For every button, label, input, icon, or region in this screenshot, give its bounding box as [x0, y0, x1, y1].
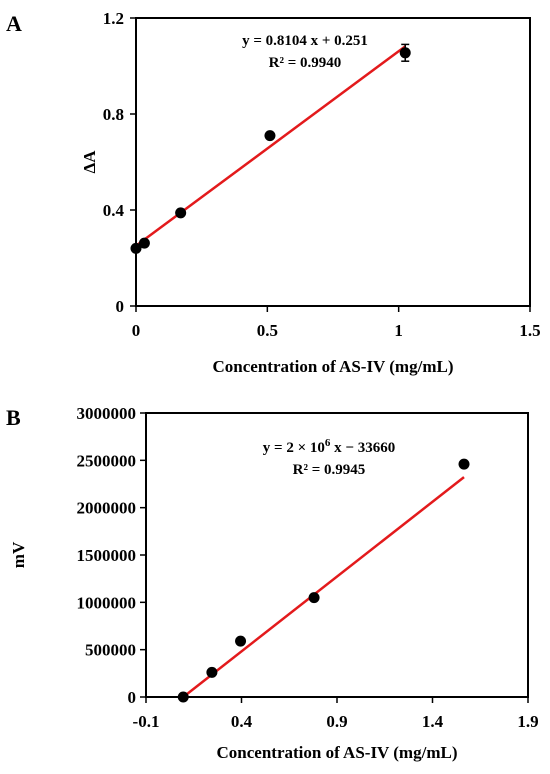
data-point [130, 242, 142, 254]
y-tick-label: 1500000 [77, 546, 137, 565]
x-tick-label: 0.9 [326, 712, 347, 731]
r-squared-a: R² = 0.9940 [269, 55, 342, 71]
x-tick-label: 1.4 [422, 712, 444, 731]
y-tick-label: 1.2 [103, 9, 124, 28]
equation-b-exponent: 6 [325, 437, 331, 449]
y-tick-label: 0.8 [103, 105, 124, 124]
x-axis-label-a: Concentration of AS-IV (mg/mL) [213, 357, 454, 376]
data-points-a [130, 43, 411, 254]
y-ticks-b: 0 500000 1000000 1500000 2000000 2500000 30000… [77, 404, 146, 707]
data-point [138, 237, 150, 249]
data-points-b [177, 458, 470, 703]
equation-b-prefix: y = 2 × 10 [263, 440, 325, 456]
data-point [175, 207, 187, 219]
chart-panel-b: B 0 500000 1000000 1500000 2000000 2500000 300… [6, 404, 539, 762]
fit-line-b [182, 476, 465, 698]
y-tick-label: 0 [128, 688, 137, 707]
y-axis-label-b: mV [9, 541, 28, 568]
data-point [458, 458, 470, 470]
equation-a: y = 0.8104 x + 0.251 [242, 33, 368, 49]
data-point [235, 635, 247, 647]
x-tick-label: 0 [132, 321, 141, 340]
y-tick-label: 0 [116, 297, 125, 316]
x-tick-label: 1.9 [517, 712, 538, 731]
equation-b: y = 2 × 106 x − 33660 [263, 437, 395, 456]
y-tick-label: 3000000 [77, 404, 137, 423]
equation-b-suffix: x − 33660 [330, 440, 395, 456]
panel-label-a: A [6, 11, 22, 36]
x-tick-label: 0.4 [231, 712, 253, 731]
y-axis-label-a: ΔA [80, 150, 99, 174]
data-point [399, 47, 411, 59]
y-tick-label: 500000 [85, 641, 136, 660]
x-ticks-b: -0.1 0.4 0.9 1.4 1.9 [133, 697, 539, 731]
chart-panel-a: A 0 0.4 0.8 1.2 0 0.5 1 1.5 y = 0.8104 x + 0.2… [6, 9, 541, 376]
y-tick-label: 2000000 [77, 499, 137, 518]
data-point [206, 666, 218, 678]
x-tick-label: 1 [394, 321, 403, 340]
y-ticks-a: 0 0.4 0.8 1.2 [103, 9, 136, 316]
data-point [264, 130, 276, 142]
panel-label-b: B [6, 405, 21, 430]
plot-area-a [135, 17, 531, 307]
y-tick-label: 0.4 [103, 201, 125, 220]
data-point [308, 592, 320, 604]
y-tick-label: 1000000 [77, 593, 137, 612]
x-tick-label: 0.5 [257, 321, 278, 340]
x-tick-label: 1.5 [519, 321, 540, 340]
y-tick-label: 2500000 [77, 451, 137, 470]
x-tick-label: -0.1 [133, 712, 160, 731]
data-point [177, 691, 189, 703]
x-axis-label-b: Concentration of AS-IV (mg/mL) [217, 743, 458, 762]
regression-line [182, 476, 465, 698]
x-ticks-a: 0 0.5 1 1.5 [132, 306, 541, 340]
r-squared-b: R² = 0.9945 [293, 462, 366, 478]
